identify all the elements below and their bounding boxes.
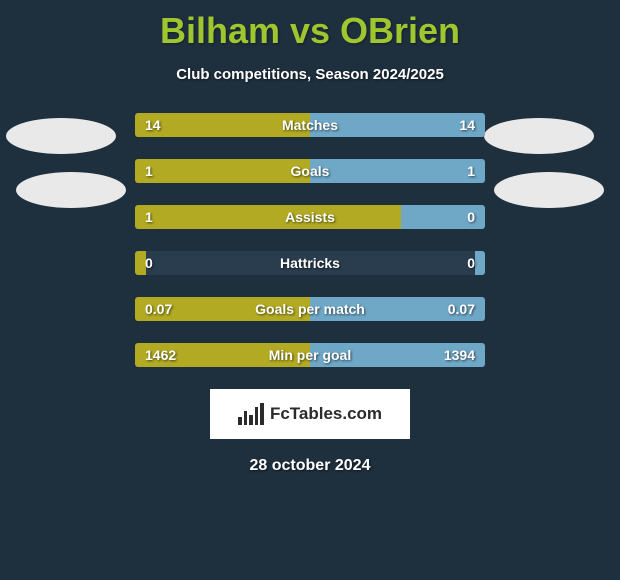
brand-badge: FcTables.com <box>210 389 410 439</box>
date-text: 28 october 2024 <box>0 457 620 475</box>
stat-fill-left <box>135 251 146 275</box>
stat-fill-right <box>475 251 486 275</box>
stat-row: 1 0 Assists <box>135 205 485 229</box>
stat-value-right: 0.07 <box>448 297 475 321</box>
stat-label: Goals <box>291 159 330 183</box>
stat-value-left: 0 <box>145 251 153 275</box>
stat-fill-left <box>135 205 401 229</box>
stat-value-left: 1 <box>145 205 153 229</box>
stat-row: 0 0 Hattricks <box>135 251 485 275</box>
stat-label: Min per goal <box>269 343 351 367</box>
stat-row: 1462 1394 Min per goal <box>135 343 485 367</box>
stat-value-left: 0.07 <box>145 297 172 321</box>
player-photo-placeholder <box>494 172 604 208</box>
player-photo-placeholder <box>484 118 594 154</box>
stat-value-left: 1 <box>145 159 153 183</box>
stat-value-right: 14 <box>459 113 475 137</box>
stat-row: 1 1 Goals <box>135 159 485 183</box>
stat-row: 14 14 Matches <box>135 113 485 137</box>
stat-row: 0.07 0.07 Goals per match <box>135 297 485 321</box>
stat-fill-right <box>310 159 485 183</box>
page-title: Bilham vs OBrien <box>0 0 620 52</box>
stat-label: Goals per match <box>255 297 365 321</box>
stat-value-left: 14 <box>145 113 161 137</box>
stat-value-right: 1 <box>467 159 475 183</box>
stat-value-right: 0 <box>467 205 475 229</box>
stat-label: Hattricks <box>280 251 340 275</box>
stat-label: Assists <box>285 205 335 229</box>
page-subtitle: Club competitions, Season 2024/2025 <box>0 66 620 83</box>
stat-value-right: 0 <box>467 251 475 275</box>
brand-text: FcTables.com <box>270 404 382 424</box>
stat-label: Matches <box>282 113 338 137</box>
stats-container: 14 14 Matches 1 1 Goals 1 0 Assists 0 0 Hattricks 0.… <box>135 113 485 367</box>
stat-value-left: 1462 <box>145 343 176 367</box>
player-photo-placeholder <box>6 118 116 154</box>
player-photo-placeholder <box>16 172 126 208</box>
bar-chart-icon <box>238 403 264 425</box>
stat-fill-left <box>135 159 310 183</box>
stat-value-right: 1394 <box>444 343 475 367</box>
